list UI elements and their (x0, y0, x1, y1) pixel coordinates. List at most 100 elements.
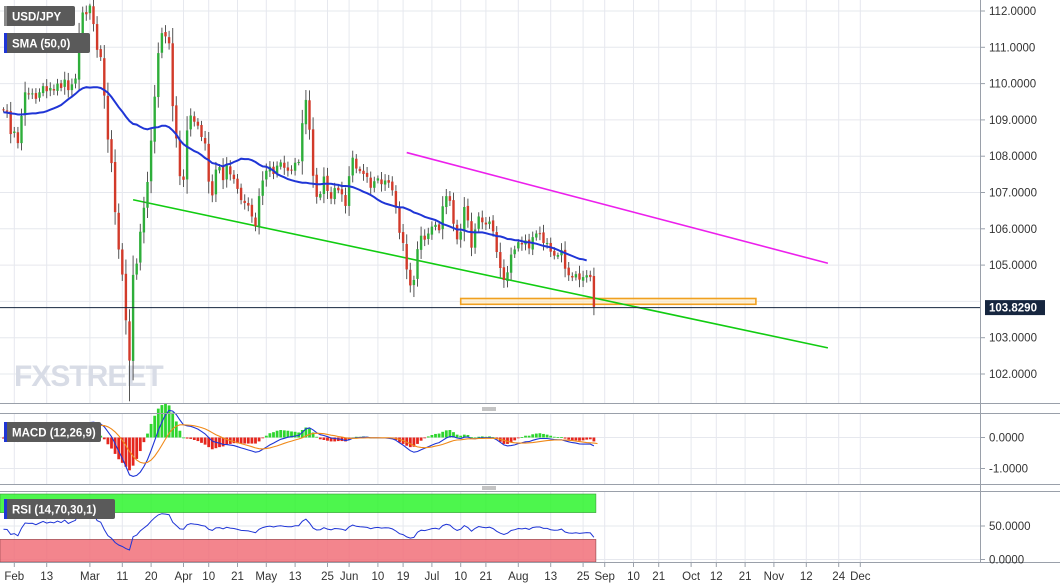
x-tick-label: 13 (289, 571, 302, 583)
rsi-resize-handle[interactable] (478, 484, 500, 492)
candle (358, 166, 362, 174)
x-tick-label: 20 (145, 571, 158, 583)
falling-channel-lower-line (132, 198, 829, 349)
candle-body (257, 196, 261, 227)
macd-histogram-bar (203, 437, 207, 445)
candle-body (218, 167, 221, 171)
candle-body (196, 121, 200, 126)
candle-body (553, 250, 556, 256)
macd-histogram-bar (272, 432, 275, 438)
candle-body (239, 187, 243, 201)
legend-box[interactable] (4, 6, 75, 26)
x-tick-label: 24 (832, 571, 845, 583)
macd-histogram-bar (250, 437, 254, 444)
candle-body (236, 178, 239, 189)
candle-body (405, 244, 408, 270)
macd-histogram-bar (286, 430, 290, 438)
candle-body (124, 273, 128, 321)
candle (463, 197, 466, 242)
falling-channel-upper-line (406, 151, 829, 265)
candle (214, 161, 218, 203)
candle (257, 188, 261, 235)
candle-body (535, 233, 538, 238)
candle-body (459, 231, 462, 240)
candle (365, 166, 369, 183)
candle (153, 84, 156, 154)
macd-histogram-bar (444, 430, 448, 438)
candle-body (477, 216, 480, 229)
candle-body (527, 239, 531, 249)
macd-histogram-bar (239, 437, 243, 444)
macd-y-ticks: 0.0000 -1.0000 (980, 433, 1028, 476)
candle-body (373, 181, 376, 188)
candle (409, 262, 412, 293)
candle (113, 149, 117, 225)
candle-body (506, 272, 509, 282)
candle-body (214, 169, 218, 195)
macd-histogram-bar (588, 437, 592, 440)
symbol-legend[interactable]: USD/JPY (4, 6, 75, 26)
candle (157, 42, 160, 108)
x-tick-label: 13 (40, 571, 53, 583)
candle (31, 88, 34, 100)
x-tick-label: 21 (739, 571, 752, 583)
price-y-tick-label: 107.0000 (989, 188, 1037, 200)
legend-swatch (4, 499, 7, 519)
macd-histogram-bar (567, 437, 571, 440)
macd-histogram-bar (318, 437, 322, 440)
candle (502, 259, 506, 288)
candle (5, 104, 9, 118)
candle (405, 234, 408, 280)
price-y-tick-label: 109.0000 (989, 115, 1037, 127)
candle (49, 82, 52, 97)
candle-body (463, 207, 466, 232)
macd-histogram-bar (279, 430, 283, 438)
rsi-legend[interactable]: RSI (14,70,30,1) (4, 499, 115, 519)
legend-box[interactable] (4, 422, 101, 442)
macd-resize-handle[interactable] (478, 405, 500, 413)
handle-hitbox[interactable] (478, 484, 500, 492)
candle-body (2, 109, 5, 111)
candle-body (355, 158, 358, 169)
macd-histogram-bar (585, 437, 589, 440)
candle-body (110, 139, 113, 164)
macd-histogram-bar (138, 437, 142, 452)
candle (578, 265, 581, 288)
macd-histogram-bar (480, 436, 484, 438)
candle (574, 271, 578, 281)
candle (394, 185, 398, 214)
sma-legend[interactable]: SMA (50,0) (4, 33, 90, 53)
candle-body (185, 130, 189, 180)
candle (164, 25, 167, 44)
candle (283, 155, 286, 175)
candle-body (437, 224, 441, 231)
macd-histogram-bar (513, 437, 517, 441)
candle (211, 174, 214, 203)
legend-box[interactable] (4, 33, 90, 53)
macd-histogram-bar (484, 436, 488, 438)
candle-body (308, 100, 311, 130)
candle (232, 170, 236, 184)
watermark-text: FXSTREET (14, 360, 163, 393)
candle (509, 247, 513, 280)
candle (196, 118, 200, 130)
candle (290, 165, 293, 175)
macd-histogram-bar (293, 431, 297, 438)
macd-legend[interactable]: MACD (12,26,9) (4, 422, 101, 442)
candle (247, 197, 250, 212)
candle (419, 226, 423, 259)
candle-body (157, 53, 160, 98)
candle (430, 221, 434, 240)
candle (182, 169, 185, 187)
candle (59, 79, 63, 92)
candle (293, 157, 297, 176)
handle-hitbox[interactable] (478, 405, 500, 413)
macd-histogram-bar (416, 437, 419, 444)
candle-body (59, 83, 63, 88)
legend-box[interactable] (4, 499, 115, 519)
candle-body (16, 132, 20, 144)
candle-body (365, 172, 369, 177)
macd-histogram-bar (459, 435, 463, 438)
candle (455, 219, 459, 245)
candle-body (200, 124, 203, 137)
